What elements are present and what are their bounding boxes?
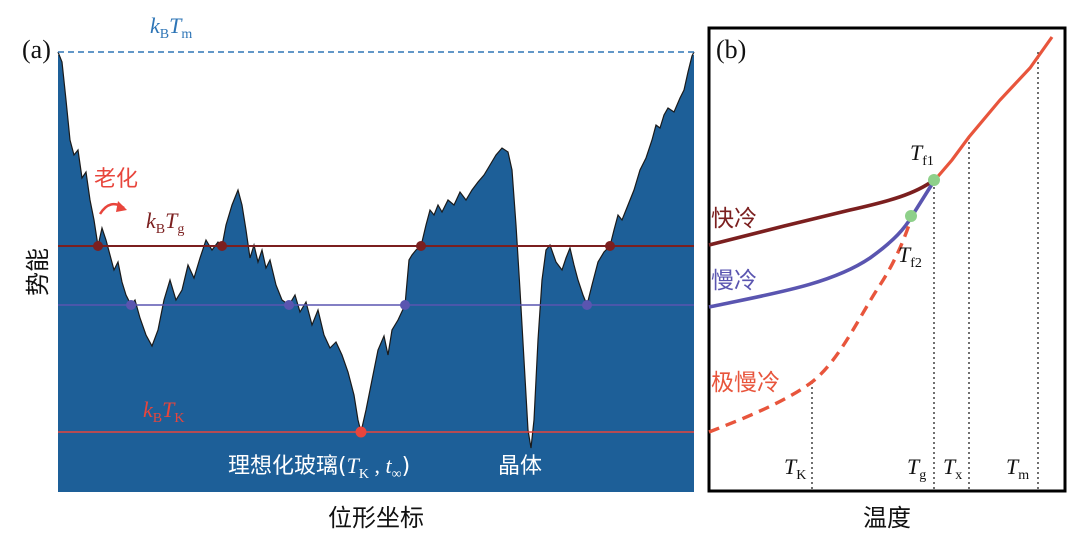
panel-a: (a) kBTm kBTg <box>22 13 695 532</box>
slow-level-marker <box>284 300 294 310</box>
slow-level-marker <box>582 300 592 310</box>
temperature-guides <box>811 52 1039 491</box>
tf1-point <box>928 174 940 186</box>
slow-level-markers <box>126 300 592 310</box>
panel-b: (b) 快冷 慢冷 极慢冷 Tf1 Tf2 TK <box>707 26 1067 532</box>
tx-tick-label: Tx <box>943 454 962 483</box>
slow-level-marker <box>400 300 410 310</box>
very-slow-cooling-label: 极慢冷 <box>711 370 780 396</box>
panel-b-label: (b) <box>716 35 746 64</box>
y-axis-label: 势能 <box>24 248 52 296</box>
tf1-label: Tf1 <box>910 140 934 169</box>
landscape-upper-mask <box>58 40 694 448</box>
tk-tick-label: TK <box>784 454 806 483</box>
energy-landscape-curve <box>57 51 695 449</box>
ideal-glass-marker <box>355 426 367 438</box>
fast-cooling-curve <box>708 178 936 247</box>
slow-cooling-curve <box>708 180 936 309</box>
kbtg-label: kBTg <box>146 208 184 237</box>
panel-b-frame <box>707 26 1067 493</box>
x-axis-label-b: 温度 <box>863 504 911 532</box>
kbtg-markers <box>93 241 615 251</box>
slow-level-marker <box>126 300 136 310</box>
kbtg-marker <box>416 241 426 251</box>
aging-arrowhead-icon <box>116 201 127 212</box>
kbtm-label: kBTm <box>150 13 192 42</box>
kbtg-marker <box>93 241 103 251</box>
tg-tick-label: Tg <box>907 454 926 483</box>
kbtg-marker <box>217 241 227 251</box>
crystal-label: 晶体 <box>498 454 542 479</box>
tf2-label: Tf2 <box>898 242 922 271</box>
ideal-glass-label: 理想化玻璃(TK , t∞) <box>228 453 410 482</box>
panel-a-label: (a) <box>22 35 51 64</box>
equilibrium-liquid-line <box>932 36 1054 183</box>
tm-tick-label: Tm <box>1006 454 1029 483</box>
tf2-point <box>905 210 917 222</box>
very-slow-cooling-curve <box>708 215 914 434</box>
x-axis-label-a: 位形坐标 <box>328 504 424 532</box>
kbtk-label: kBTK <box>143 397 184 426</box>
aging-label: 老化 <box>94 167 138 192</box>
slow-cooling-label: 慢冷 <box>711 268 757 294</box>
kbtg-marker <box>605 241 615 251</box>
fast-cooling-label: 快冷 <box>711 206 757 232</box>
